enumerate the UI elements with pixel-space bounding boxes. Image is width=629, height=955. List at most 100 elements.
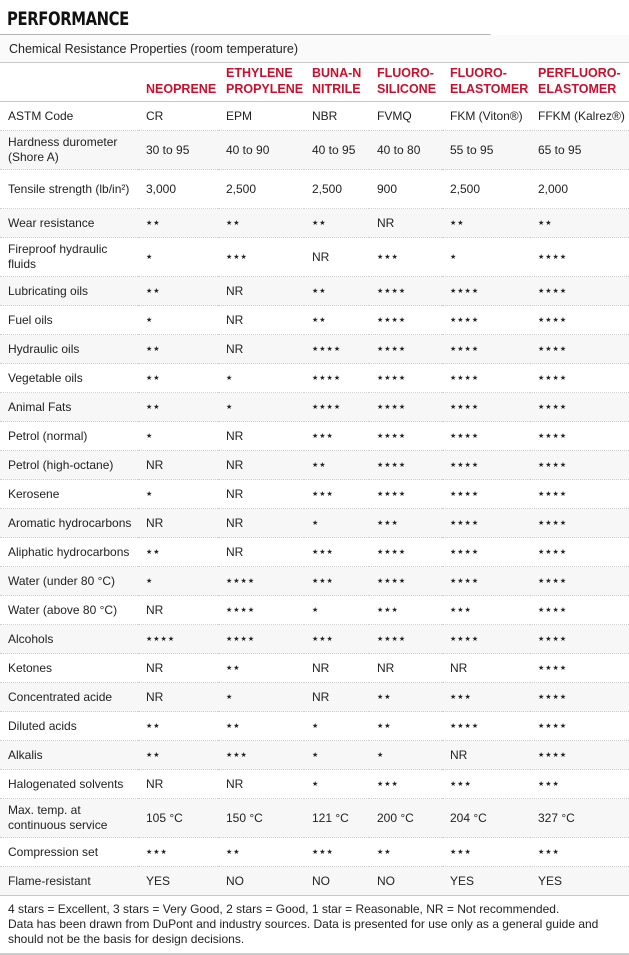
star-rating: ★★★★ — [442, 479, 530, 509]
cell-value: NR — [138, 653, 218, 683]
star-rating: ★★★ — [442, 769, 530, 799]
cell-value: 900 — [369, 169, 442, 209]
star-rating: ★★★★ — [369, 363, 442, 393]
star-rating: ★★ — [138, 740, 218, 770]
star-rating: ★ — [138, 237, 218, 277]
star-rating: ★★★ — [442, 682, 530, 712]
cell-value: 40 to 90 — [218, 130, 304, 170]
star-rating: ★★★ — [442, 595, 530, 625]
row-label: Aromatic hydrocarbons — [0, 508, 138, 538]
star-rating: ★★★★ — [530, 508, 629, 538]
star-rating: ★★★★ — [442, 624, 530, 654]
column-header: FLUORO- SILICONE — [369, 63, 442, 102]
cell-value: NR — [218, 450, 304, 480]
cell-value: 200 °C — [369, 798, 442, 838]
star-rating: ★★★ — [369, 769, 442, 799]
table-row: Hydraulic oils ★★ NR ★★★★ ★★★★ ★★★★ ★★★★ — [0, 334, 629, 364]
star-rating: ★★★★ — [530, 537, 629, 567]
star-rating: ★★★★ — [138, 624, 218, 654]
row-label: Lubricating oils — [0, 276, 138, 306]
cell-value: NO — [304, 866, 369, 896]
row-label: Alkalis — [0, 740, 138, 770]
star-rating: ★★★★ — [530, 740, 629, 770]
cell-value: 30 to 95 — [138, 130, 218, 170]
star-rating: ★★ — [138, 711, 218, 741]
cell-value: YES — [138, 866, 218, 896]
star-rating: ★★★★ — [442, 421, 530, 451]
column-header: PERFLUORO- ELASTOMER — [530, 63, 629, 102]
star-rating: ★★ — [218, 837, 304, 867]
star-rating: ★★★ — [218, 740, 304, 770]
cell-value: NBR — [304, 101, 369, 131]
star-rating: ★★ — [442, 208, 530, 238]
star-rating: ★★ — [369, 837, 442, 867]
table-row: Compression set ★★★ ★★ ★★★ ★★ ★★★ ★★★ — [0, 837, 629, 867]
cell-value: NR — [442, 740, 530, 770]
cell-value: 2,000 — [530, 169, 629, 209]
cell-value: 3,000 — [138, 169, 218, 209]
table-row: Kerosene ★ NR ★★★ ★★★★ ★★★★ ★★★★ — [0, 479, 629, 509]
table-row: Hardness durometer (Shore A) 30 to 95 40 t… — [0, 130, 629, 170]
cell-value: NR — [218, 479, 304, 509]
star-rating: ★★★★ — [530, 392, 629, 422]
cell-value: EPM — [218, 101, 304, 131]
row-label: Kerosene — [0, 479, 138, 509]
row-label: Animal Fats — [0, 392, 138, 422]
star-rating: ★★★★ — [369, 450, 442, 480]
cell-value: 2,500 — [218, 169, 304, 209]
cell-value: NR — [442, 653, 530, 683]
table-row: Diluted acids ★★ ★★ ★ ★★ ★★★★ ★★★★ — [0, 711, 629, 741]
cell-value: 2,500 — [304, 169, 369, 209]
table-row: Concentrated acide NR ★ NR ★★ ★★★ ★★★★ — [0, 682, 629, 712]
cell-value: NR — [138, 450, 218, 480]
star-rating: ★★★ — [369, 595, 442, 625]
star-rating: ★★★ — [369, 237, 442, 277]
row-label: Water (under 80 °C) — [0, 566, 138, 596]
star-rating: ★ — [304, 508, 369, 538]
star-rating: ★★★★ — [218, 624, 304, 654]
table-row: Aliphatic hydrocarbons ★★ NR ★★★ ★★★★ ★★★★ ★★★… — [0, 537, 629, 567]
disclaimer: Data has been drawn from DuPont and indu… — [8, 917, 599, 946]
column-header: BUNA-N NITRILE — [304, 63, 369, 102]
star-rating: ★★★★ — [442, 363, 530, 393]
star-rating: ★★★★ — [442, 537, 530, 567]
star-rating: ★★★★ — [369, 624, 442, 654]
chemical-resistance-table: NEOPRENE ETHYLENE PROPYLENE BUNA-N NITRILE… — [0, 63, 629, 896]
star-rating: ★ — [304, 740, 369, 770]
cell-value: 105 °C — [138, 798, 218, 838]
star-rating: ★★★ — [369, 508, 442, 538]
table-row: Petrol (normal) ★ NR ★★★ ★★★★ ★★★★ ★★★★ — [0, 421, 629, 451]
cell-value: 65 to 95 — [530, 130, 629, 170]
table-subtitle: Chemical Resistance Properties (room tem… — [0, 35, 629, 63]
cell-value: 150 °C — [218, 798, 304, 838]
star-rating: ★★ — [218, 711, 304, 741]
cell-value: NR — [369, 208, 442, 238]
cell-value: NR — [304, 237, 369, 277]
star-rating: ★★★ — [304, 566, 369, 596]
star-rating: ★★ — [530, 208, 629, 238]
star-rating: ★ — [218, 682, 304, 712]
star-rating: ★★★★ — [369, 566, 442, 596]
star-rating: ★★★ — [442, 837, 530, 867]
row-label: Petrol (normal) — [0, 421, 138, 451]
table-row: Vegetable oils ★★ ★ ★★★★ ★★★★ ★★★★ ★★★★ — [0, 363, 629, 393]
star-rating: ★★★★ — [530, 450, 629, 480]
cell-value: 40 to 95 — [304, 130, 369, 170]
star-rating: ★★ — [304, 305, 369, 335]
star-rating: ★★ — [138, 537, 218, 567]
cell-value: 327 °C — [530, 798, 629, 838]
star-rating: ★★★★ — [369, 334, 442, 364]
header-empty — [0, 63, 138, 102]
table-row: ASTM Code CR EPM NBR FVMQ FKM (Viton®) FFKM (K… — [0, 101, 629, 131]
cell-value: NR — [218, 421, 304, 451]
star-rating: ★★★ — [304, 537, 369, 567]
star-rating: ★ — [138, 305, 218, 335]
cell-value: NR — [138, 508, 218, 538]
table-row: Lubricating oils ★★ NR ★★ ★★★★ ★★★★ ★★★★ — [0, 276, 629, 306]
star-rating: ★★★★ — [442, 566, 530, 596]
star-rating: ★★★★ — [530, 276, 629, 306]
star-rating: ★★★★ — [304, 363, 369, 393]
row-label: Ketones — [0, 653, 138, 683]
star-rating: ★ — [442, 237, 530, 277]
star-rating: ★ — [138, 566, 218, 596]
